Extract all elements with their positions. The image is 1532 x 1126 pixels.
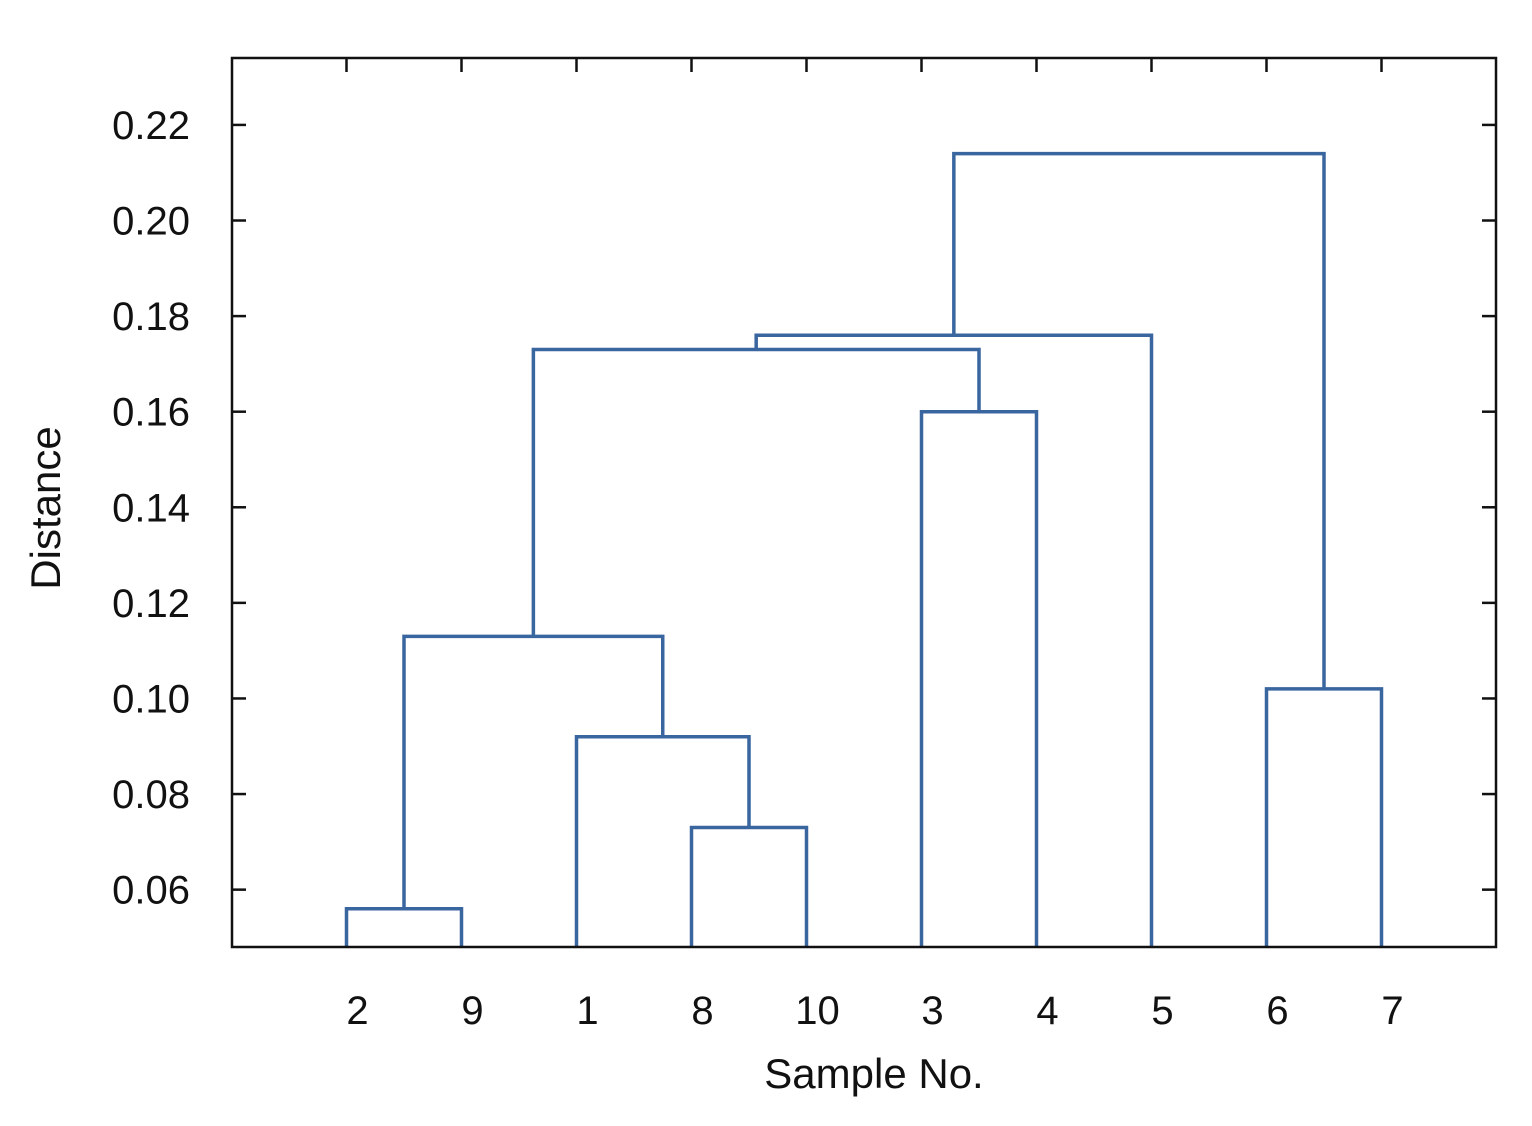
dendrogram-link <box>574 734 751 947</box>
dendrogram-link <box>952 151 1326 689</box>
dendrogram-link <box>689 825 809 947</box>
y-tick-label: 0.18 <box>112 295 190 339</box>
x-tick-label: 9 <box>461 989 483 1033</box>
x-tick-label: 2 <box>346 989 368 1033</box>
dendrogram-link <box>531 347 981 637</box>
x-tick-label: 6 <box>1266 989 1288 1033</box>
x-tick-label: 10 <box>795 989 840 1033</box>
dendrogram-links <box>344 151 1384 947</box>
y-tick-label: 0.06 <box>112 869 190 913</box>
y-tick-label: 0.08 <box>112 773 190 817</box>
y-tick-label: 0.22 <box>112 104 190 148</box>
x-tick-label: 5 <box>1151 989 1173 1033</box>
x-tick-labels: 2 9 1 8 10 3 4 5 6 7 <box>346 989 1403 1033</box>
y-tick-label: 0.16 <box>112 391 190 435</box>
x-tick-label: 1 <box>576 989 598 1033</box>
y-tick-label: 0.10 <box>112 677 190 721</box>
x-axis-title: Sample No. <box>764 1050 983 1097</box>
y-tick-label: 0.20 <box>112 200 190 244</box>
x-tick-label: 4 <box>1036 989 1058 1033</box>
x-tick-label: 3 <box>921 989 943 1033</box>
y-tick-label: 0.14 <box>112 486 190 530</box>
y-axis-title: Distance <box>22 426 69 589</box>
y-tick-labels: 0.06 0.08 0.10 0.12 0.14 0.16 0.18 0.20 0.22 <box>112 104 190 913</box>
x-tick-label: 8 <box>691 989 713 1033</box>
x-tick-label: 7 <box>1381 989 1403 1033</box>
plot-frame <box>230 56 1498 949</box>
y-tick-label: 0.12 <box>112 582 190 626</box>
dendrogram-link <box>754 333 1154 947</box>
dendrogram-link <box>1264 687 1384 947</box>
dendrogram-link <box>402 634 665 909</box>
dendrogram-link <box>344 907 464 947</box>
axis-ticks <box>232 58 1496 891</box>
dendrogram-link <box>919 409 1039 947</box>
